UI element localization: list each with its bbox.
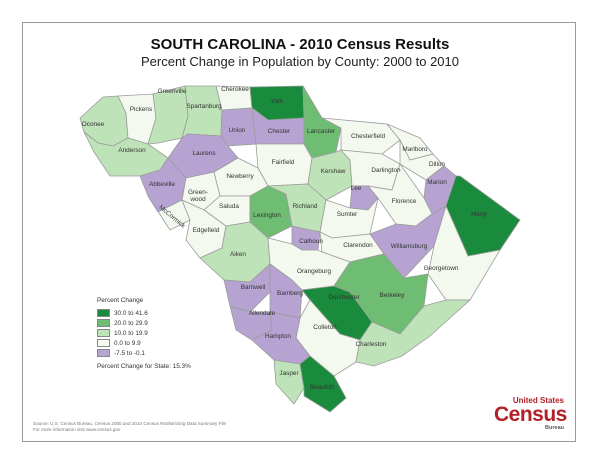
logo-census: Census (494, 403, 567, 426)
county-berkeley (333, 253, 429, 335)
county-spartanburg (181, 85, 223, 139)
legend-item: 20.0 to 29.9 (97, 318, 191, 328)
county-label-kershaw: Kershaw (321, 168, 346, 175)
map-title: SOUTH CAROLINA - 2010 Census Results (150, 36, 450, 53)
county-label-laurens: Laurens (192, 150, 215, 157)
county-label-saluda: Saluda (219, 203, 239, 210)
legend-item: 30.0 to 41.6 (97, 308, 191, 318)
county-label-pickens: Pickens (130, 106, 152, 113)
census-bureau-logo: United States Census Bureau (494, 396, 567, 432)
county-label-dillon: Dillon (429, 161, 445, 168)
county-label-darlington: Darlington (371, 167, 401, 174)
county-label-anderson: Anderson (118, 147, 146, 154)
county-charleston (355, 299, 472, 367)
county-label-union: Union (229, 127, 246, 134)
county-label-georgetown: Georgetown (424, 265, 459, 272)
county-label-lancaster: Lancaster (307, 128, 336, 135)
county-label-bamberg: Bamberg (277, 290, 303, 297)
county-label-chester: Chester (268, 128, 291, 135)
legend-swatch (97, 349, 110, 357)
county-label-edgefield: Edgefield (193, 227, 220, 234)
county-label-jasper: Jasper (279, 370, 299, 377)
county-label-sumter: Sumter (337, 211, 358, 218)
legend-label: 0.0 to 9.9 (114, 339, 141, 347)
legend-swatch (97, 329, 110, 337)
county-label-allendale: Allendale (249, 310, 276, 317)
legend-swatch (97, 309, 110, 317)
county-label-orangeburg: Orangeburg (297, 268, 332, 275)
county-label-spartanburg: Spartanburg (186, 103, 222, 110)
legend-label: 20.0 to 29.9 (114, 319, 148, 327)
county-label-oconee: Oconee (82, 121, 105, 128)
county-label-beaufort: Beaufort (310, 384, 334, 391)
legend: Percent Change 30.0 to 41.6 20.0 to 29.9… (97, 297, 191, 370)
legend-title: Percent Change (97, 297, 144, 304)
county-label-york: York (271, 98, 284, 105)
legend-item: 10.0 to 19.9 (97, 328, 191, 338)
county-label-barnwell: Barnwell (241, 284, 266, 291)
county-label-lee: Lee (351, 185, 362, 192)
county-label-williamsburg: Williamsburg (391, 243, 428, 250)
county-label-chesterfield: Chesterfield (351, 133, 386, 140)
county-label-colleton: Colleton (313, 324, 337, 331)
legend-label: 30.0 to 41.6 (114, 309, 148, 317)
legend-swatch (97, 339, 110, 347)
county-label-abbeville: Abbeville (149, 181, 175, 188)
county-label-berkeley: Berkeley (380, 292, 406, 299)
legend-item: -7.5 to -0.1 (97, 348, 191, 358)
source-link-text: For more information visit www.census.go… (33, 427, 121, 432)
logo-bureau: Bureau (545, 425, 564, 431)
legend-label: -7.5 to -0.1 (114, 349, 145, 357)
county-label-cherokee: Cherokee (221, 86, 249, 93)
map-subtitle: Percent Change in Population by County: … (140, 54, 459, 69)
state-percent-change: Percent Change for State: 15.3% (97, 363, 191, 370)
county-label-florence: Florence (392, 198, 417, 205)
county-label-newberry: Newberry (226, 173, 254, 180)
county-label-marion: Marion (427, 179, 447, 186)
legend-item: 0.0 to 9.9 (97, 338, 191, 348)
county-label-greenville: Greenville (158, 88, 187, 95)
county-label-aiken: Aiken (230, 251, 246, 258)
county-label-marlboro: Marlboro (402, 146, 428, 153)
county-label-lexington: Lexington (253, 212, 281, 219)
county-label-calhoun: Calhoun (299, 238, 323, 245)
source-line: Source: U.S. Census Bureau, Census 2000 … (33, 421, 227, 426)
county-union (220, 107, 257, 147)
county-label-fairfield: Fairfield (272, 159, 295, 166)
county-label-green-wood: Green-wood (188, 189, 208, 203)
county-label-dorchester: Dorchester (328, 294, 360, 301)
county-label-charleston: Charleston (356, 341, 387, 348)
legend-label: 10.0 to 19.9 (114, 329, 148, 337)
map-border (22, 22, 576, 442)
county-beaufort (299, 355, 347, 413)
county-label-hampton: Hampton (265, 333, 291, 340)
county-label-richland: Richland (293, 203, 318, 210)
county-label-clarendon: Clarendon (343, 242, 373, 249)
county-jasper (273, 359, 305, 405)
logo-united-states: United States (512, 396, 564, 405)
source-note: Source: U.S. Census Bureau, Census 2000 … (33, 421, 226, 433)
legend-swatch (97, 319, 110, 327)
county-georgetown (427, 204, 501, 301)
county-label-horry: Horry (471, 211, 487, 218)
